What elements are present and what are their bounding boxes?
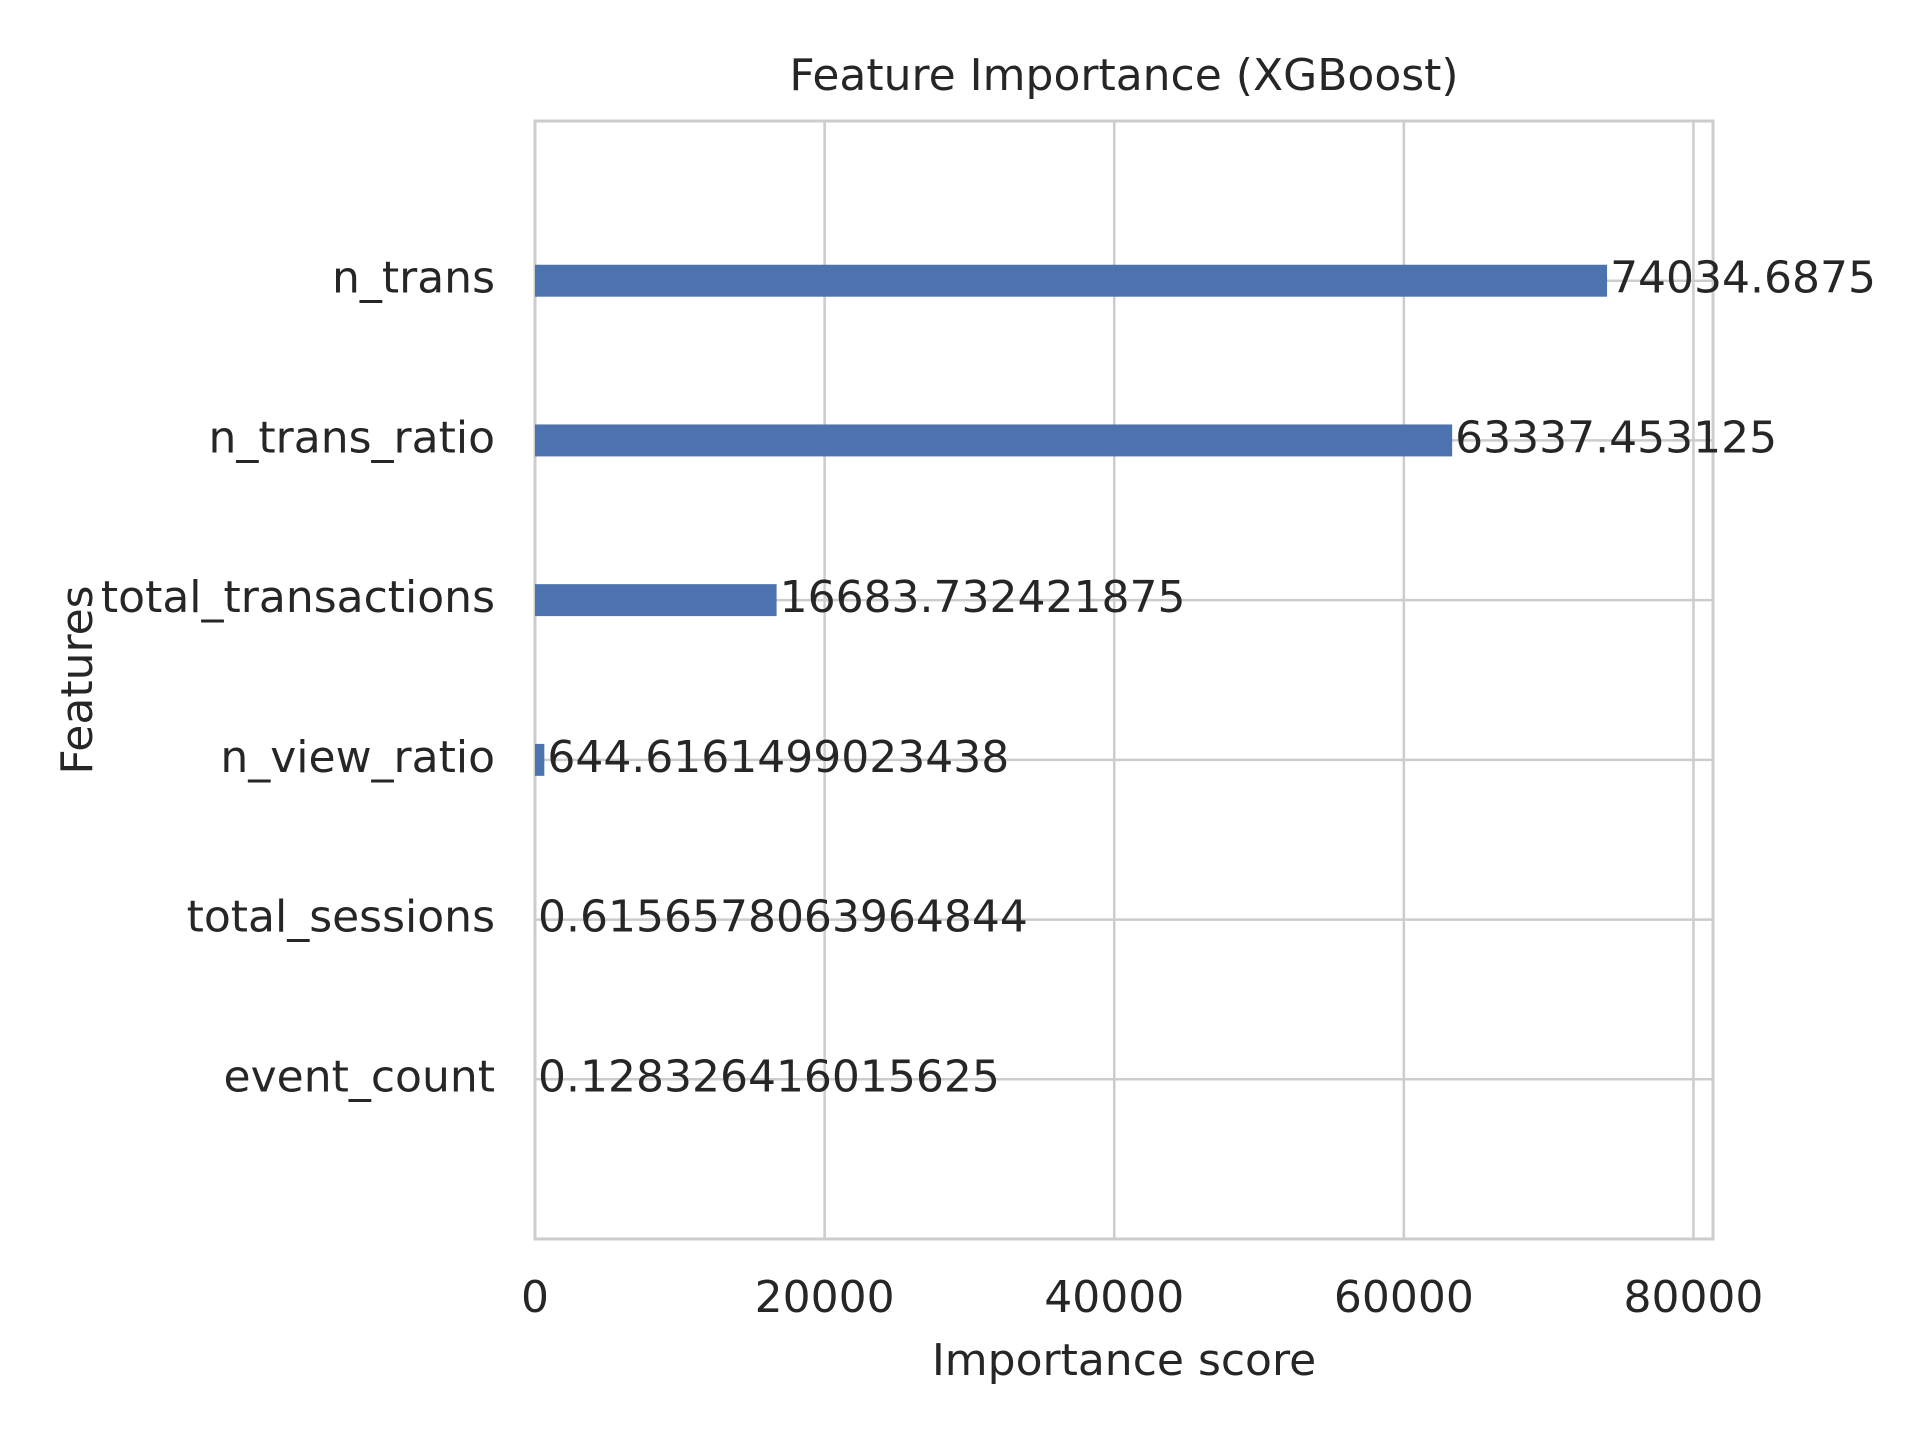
y-tick-label: event_count (224, 1051, 495, 1102)
bar (535, 424, 1453, 457)
value-label: 0.128326416015625 (538, 1051, 1000, 1102)
value-label: 16683.732421875 (780, 572, 1186, 623)
x-tick-label: 0 (521, 1272, 549, 1323)
y-tick-label: total_transactions (101, 572, 495, 623)
x-tick-label: 80000 (1623, 1272, 1763, 1323)
x-tick-label: 40000 (1044, 1272, 1184, 1323)
x-tick-label: 20000 (755, 1272, 895, 1323)
value-label: 74034.6875 (1610, 253, 1876, 304)
value-label: 0.6156578063964844 (538, 892, 1028, 943)
y-axis-label: Features (52, 585, 103, 774)
value-label: 644.6161499023438 (547, 732, 1009, 783)
chart-title: Feature Importance (XGBoost) (789, 50, 1458, 101)
y-tick-label: total_sessions (187, 892, 495, 943)
value-label: 63337.453125 (1455, 412, 1777, 463)
bar (535, 584, 777, 617)
bar (535, 264, 1608, 297)
y-tick-label: n_trans_ratio (209, 412, 495, 463)
bar (535, 743, 545, 776)
plot-frame (533, 119, 1715, 1241)
y-tick-label: n_view_ratio (220, 732, 495, 783)
x-tick-label: 60000 (1334, 1272, 1474, 1323)
y-tick-label: n_trans (332, 253, 495, 304)
x-axis-label: Importance score (932, 1335, 1316, 1386)
